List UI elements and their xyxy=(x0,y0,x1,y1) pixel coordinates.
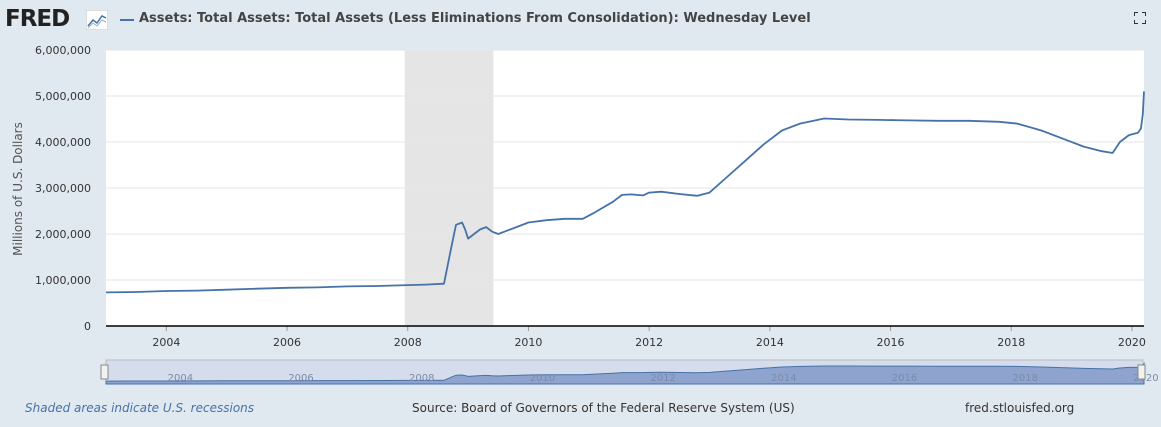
grid-layer xyxy=(106,49,1144,281)
x-tick-label: 2012 xyxy=(635,336,663,349)
x-tick-label: 2018 xyxy=(997,336,1025,349)
y-axis-ticks: 0 1,000,000 2,000,000 3,000,000 4,000,000 5,0… xyxy=(35,44,91,333)
y-axis-label: Millions of U.S. Dollars xyxy=(11,122,25,256)
legend-series-line xyxy=(120,19,134,21)
fred-chart-icon xyxy=(86,10,108,30)
series-layer xyxy=(105,91,1145,294)
navigator-tick-label: 2018 xyxy=(1013,373,1038,384)
x-tick-label: 2016 xyxy=(877,336,905,349)
series-line xyxy=(105,91,1145,294)
x-tick-label: 2008 xyxy=(394,336,422,349)
y-tick-label: 6,000,000 xyxy=(35,44,91,57)
navigator-tick-label: 2004 xyxy=(168,373,193,384)
y-tick-label: 1,000,000 xyxy=(35,274,91,287)
navigator-tick-label: 2020 xyxy=(1133,373,1158,384)
chart-title: Assets: Total Assets: Total Assets (Less… xyxy=(139,11,811,26)
y-tick-label: 4,000,000 xyxy=(35,136,91,149)
source-text: Source: Board of Governors of the Federa… xyxy=(412,401,795,415)
navigator-right-handle[interactable] xyxy=(1137,364,1146,380)
navigator-left-handle[interactable] xyxy=(100,364,109,380)
chart-header: FRED Assets: Total Assets: Total Assets … xyxy=(0,0,1161,40)
x-tick-label: 2006 xyxy=(273,336,301,349)
x-tick-label: 2014 xyxy=(756,336,784,349)
y-tick-label: 3,000,000 xyxy=(35,182,91,195)
navigator-tick-label: 2010 xyxy=(530,373,555,384)
navigator-tick-label: 2014 xyxy=(771,373,796,384)
y-tick-label: 2,000,000 xyxy=(35,228,91,241)
navigator-tick-label: 2016 xyxy=(892,373,917,384)
x-tick-label: 2004 xyxy=(152,336,180,349)
x-tick-label: 2020 xyxy=(1118,336,1146,349)
navigator-area xyxy=(105,361,1145,385)
x-axis-ticks: 2004 2006 2008 2010 2012 2014 2016 2018 2020 xyxy=(152,326,1146,349)
recession-note: Shaded areas indicate U.S. recessions xyxy=(25,401,255,415)
navigator-series xyxy=(105,361,1145,385)
y-tick-label: 0 xyxy=(84,320,91,333)
navigator-ticks: 2004 2006 2008 2010 2012 2014 2016 2018 2020 xyxy=(168,373,1159,384)
navigator-tick-label: 2012 xyxy=(650,373,675,384)
navigator-tick-label: 2008 xyxy=(409,373,434,384)
x-tick-label: 2010 xyxy=(514,336,542,349)
fred-logo[interactable]: FRED xyxy=(5,6,70,32)
site-link[interactable]: fred.stlouisfed.org xyxy=(965,401,1075,415)
navigator-tick-label: 2006 xyxy=(288,373,313,384)
navigator[interactable]: 2004 2006 2008 2010 2012 2014 2016 2018 2020 xyxy=(100,359,1159,385)
y-tick-label: 5,000,000 xyxy=(35,90,91,103)
